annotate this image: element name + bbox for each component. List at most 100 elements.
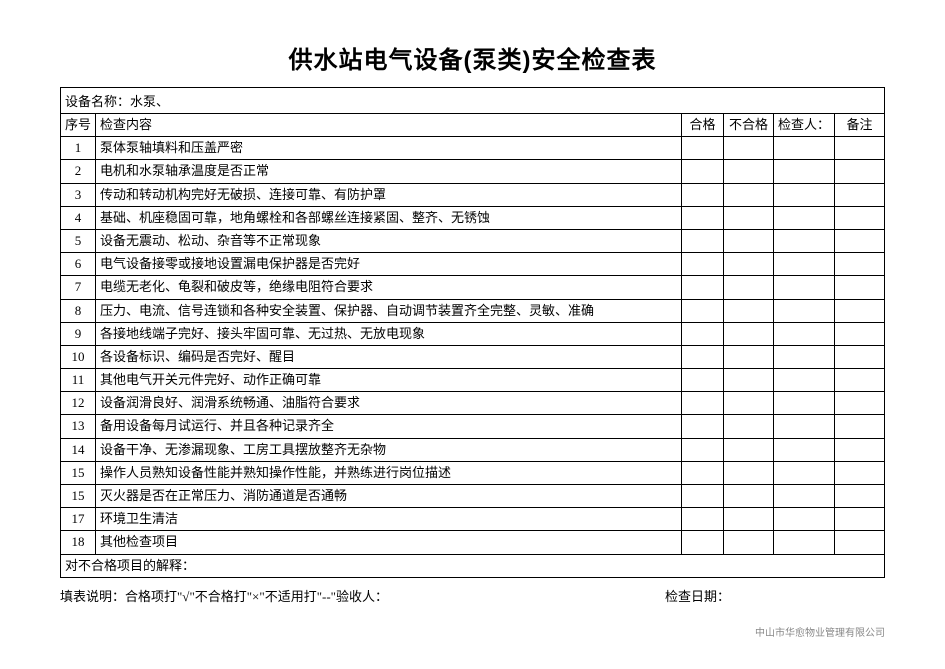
col-content-header: 检查内容 <box>96 114 682 137</box>
pass-cell <box>681 137 723 160</box>
content-cell: 各设备标识、编码是否完好、醒目 <box>96 345 682 368</box>
remark-cell <box>835 531 885 554</box>
table-row: 2电机和水泵轴承温度是否正常 <box>61 160 885 183</box>
remark-cell <box>835 322 885 345</box>
fail-cell <box>723 322 773 345</box>
seq-cell: 10 <box>61 345 96 368</box>
content-cell: 压力、电流、信号连锁和各种安全装置、保护器、自动调节装置齐全完整、灵敏、准确 <box>96 299 682 322</box>
pass-cell <box>681 206 723 229</box>
remark-cell <box>835 392 885 415</box>
content-cell: 各接地线端子完好、接头牢固可靠、无过热、无放电现象 <box>96 322 682 345</box>
content-cell: 电缆无老化、龟裂和破皮等，绝缘电阻符合要求 <box>96 276 682 299</box>
content-cell: 设备润滑良好、润滑系统畅通、油脂符合要求 <box>96 392 682 415</box>
remark-cell <box>835 183 885 206</box>
fail-cell <box>723 415 773 438</box>
seq-cell: 15 <box>61 485 96 508</box>
content-cell: 设备无震动、松动、杂音等不正常现象 <box>96 229 682 252</box>
fail-cell <box>723 461 773 484</box>
col-inspector-header: 检查人： <box>773 114 834 137</box>
seq-cell: 1 <box>61 137 96 160</box>
table-row: 15灭火器是否在正常压力、消防通道是否通畅 <box>61 485 885 508</box>
content-cell: 灭火器是否在正常压力、消防通道是否通畅 <box>96 485 682 508</box>
inspector-cell <box>773 322 834 345</box>
remark-cell <box>835 137 885 160</box>
explain-row: 对不合格项目的解释： <box>61 554 885 577</box>
table-row: 13备用设备每月试运行、并且各种记录齐全 <box>61 415 885 438</box>
inspector-cell <box>773 531 834 554</box>
inspector-cell <box>773 183 834 206</box>
inspector-cell <box>773 345 834 368</box>
table-header-row: 序号 检查内容 合格 不合格 检查人： 备注 <box>61 114 885 137</box>
table-row: 12设备润滑良好、润滑系统畅通、油脂符合要求 <box>61 392 885 415</box>
fail-cell <box>723 485 773 508</box>
col-fail-header: 不合格 <box>723 114 773 137</box>
seq-cell: 2 <box>61 160 96 183</box>
remark-cell <box>835 160 885 183</box>
inspector-cell <box>773 160 834 183</box>
pass-cell <box>681 508 723 531</box>
pass-cell <box>681 415 723 438</box>
remark-cell <box>835 345 885 368</box>
seq-cell: 6 <box>61 253 96 276</box>
table-row: 9各接地线端子完好、接头牢固可靠、无过热、无放电现象 <box>61 322 885 345</box>
content-cell: 电机和水泵轴承温度是否正常 <box>96 160 682 183</box>
table-row: 3传动和转动机构完好无破损、连接可靠、有防护罩 <box>61 183 885 206</box>
table-row: 5设备无震动、松动、杂音等不正常现象 <box>61 229 885 252</box>
fail-cell <box>723 438 773 461</box>
remark-cell <box>835 461 885 484</box>
col-seq-header: 序号 <box>61 114 96 137</box>
pass-cell <box>681 438 723 461</box>
seq-cell: 9 <box>61 322 96 345</box>
inspector-cell <box>773 369 834 392</box>
table-row: 15操作人员熟知设备性能并熟知操作性能，并熟练进行岗位描述 <box>61 461 885 484</box>
pass-cell <box>681 229 723 252</box>
fail-cell <box>723 299 773 322</box>
seq-cell: 18 <box>61 531 96 554</box>
seq-cell: 11 <box>61 369 96 392</box>
remark-cell <box>835 438 885 461</box>
seq-cell: 3 <box>61 183 96 206</box>
content-cell: 环境卫生清洁 <box>96 508 682 531</box>
fail-cell <box>723 137 773 160</box>
pass-cell <box>681 299 723 322</box>
inspection-table: 序号 检查内容 合格 不合格 检查人： 备注 1泵体泵轴填料和压盖严密2电机和水… <box>60 113 885 578</box>
table-row: 14设备干净、无渗漏现象、工房工具摆放整齐无杂物 <box>61 438 885 461</box>
col-remark-header: 备注 <box>835 114 885 137</box>
col-pass-header: 合格 <box>681 114 723 137</box>
fail-cell <box>723 160 773 183</box>
inspector-cell <box>773 299 834 322</box>
bottom-notes: 填表说明：合格项打"√"不合格打"×"不适用打"--"验收人： 检查日期： <box>60 586 885 605</box>
pass-cell <box>681 369 723 392</box>
seq-cell: 8 <box>61 299 96 322</box>
table-row: 11其他电气开关元件完好、动作正确可靠 <box>61 369 885 392</box>
remark-cell <box>835 415 885 438</box>
remark-cell <box>835 253 885 276</box>
content-cell: 电气设备接零或接地设置漏电保护器是否完好 <box>96 253 682 276</box>
table-row: 18其他检查项目 <box>61 531 885 554</box>
remark-cell <box>835 276 885 299</box>
seq-cell: 14 <box>61 438 96 461</box>
pass-cell <box>681 253 723 276</box>
pass-cell <box>681 160 723 183</box>
content-cell: 传动和转动机构完好无破损、连接可靠、有防护罩 <box>96 183 682 206</box>
content-cell: 泵体泵轴填料和压盖严密 <box>96 137 682 160</box>
table-row: 7电缆无老化、龟裂和破皮等，绝缘电阻符合要求 <box>61 276 885 299</box>
remark-cell <box>835 229 885 252</box>
inspector-cell <box>773 206 834 229</box>
table-row: 1泵体泵轴填料和压盖严密 <box>61 137 885 160</box>
inspector-cell <box>773 229 834 252</box>
fail-cell <box>723 183 773 206</box>
inspector-cell <box>773 485 834 508</box>
table-row: 8压力、电流、信号连锁和各种安全装置、保护器、自动调节装置齐全完整、灵敏、准确 <box>61 299 885 322</box>
pass-cell <box>681 461 723 484</box>
inspector-cell <box>773 276 834 299</box>
table-row: 4基础、机座稳固可靠，地角螺栓和各部螺丝连接紧固、整齐、无锈蚀 <box>61 206 885 229</box>
seq-cell: 5 <box>61 229 96 252</box>
pass-cell <box>681 276 723 299</box>
device-name-row: 设备名称：水泵、 <box>60 87 885 113</box>
remark-cell <box>835 206 885 229</box>
fail-cell <box>723 253 773 276</box>
fail-cell <box>723 531 773 554</box>
remark-cell <box>835 299 885 322</box>
content-cell: 其他电气开关元件完好、动作正确可靠 <box>96 369 682 392</box>
